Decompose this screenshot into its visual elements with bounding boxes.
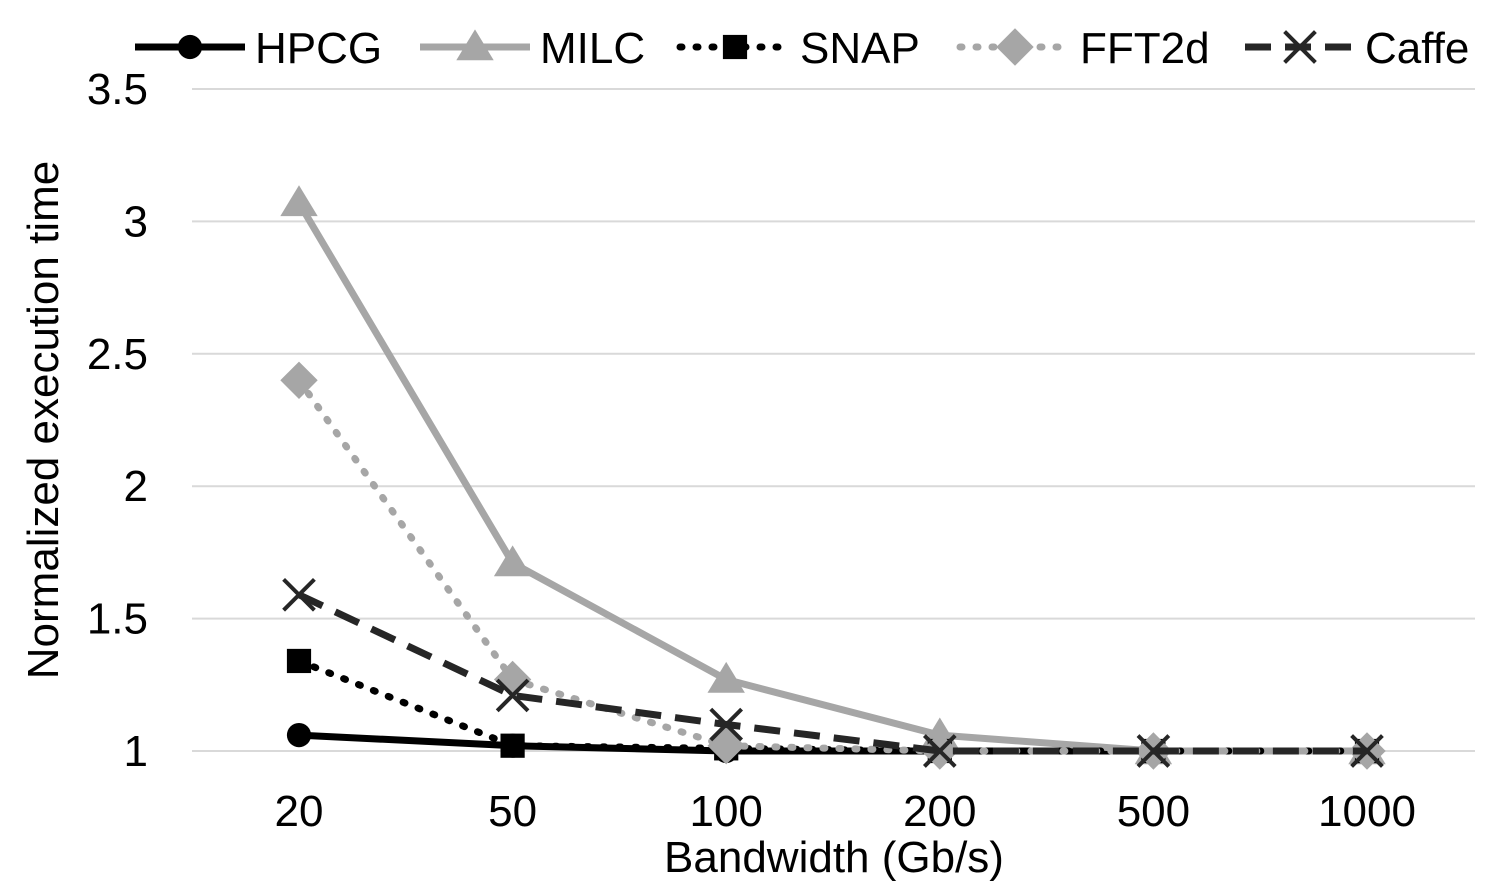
data-point-fft2d bbox=[280, 361, 318, 399]
y-axis: 1 1.5 2 2.5 3 3.5 bbox=[87, 65, 148, 776]
legend-label: FFT2d bbox=[1080, 24, 1210, 73]
legend-label: HPCG bbox=[255, 24, 382, 73]
legend: HPCG MILC SNAP FFT2d Caffe bbox=[135, 24, 1469, 73]
data-point-caffe bbox=[1350, 734, 1384, 768]
x-tick-label: 50 bbox=[488, 787, 537, 836]
series-line-fft2d bbox=[295, 376, 1371, 755]
y-tick-label: 2 bbox=[124, 462, 148, 511]
data-point-caffe bbox=[282, 577, 316, 612]
legend-label: Caffe bbox=[1365, 24, 1469, 73]
gridlines bbox=[192, 88, 1475, 752]
legend-marker bbox=[456, 29, 494, 61]
data-point-fft2d bbox=[707, 727, 745, 765]
data-point-snap bbox=[500, 733, 525, 758]
legend-item-snap: SNAP bbox=[676, 24, 920, 73]
x-tick-label: 20 bbox=[275, 787, 324, 836]
y-tick-label: 1 bbox=[124, 727, 148, 776]
y-tick-label: 1.5 bbox=[87, 595, 148, 644]
legend-item-fft2d: FFT2d bbox=[956, 24, 1210, 73]
series-milc bbox=[280, 185, 1386, 765]
legend-marker bbox=[1283, 30, 1317, 64]
data-point-caffe bbox=[495, 678, 530, 713]
x-tick-label: 1000 bbox=[1318, 787, 1416, 836]
series-caffe bbox=[282, 577, 1384, 768]
data-point-caffe bbox=[922, 734, 957, 768]
data-point-hpcg bbox=[286, 723, 312, 748]
legend-item-hpcg: HPCG bbox=[135, 24, 382, 73]
data-point-milc bbox=[280, 185, 318, 217]
data-point-milc bbox=[493, 545, 532, 577]
plot-area bbox=[280, 185, 1386, 770]
data-point-snap bbox=[286, 648, 312, 674]
legend-item-milc: MILC bbox=[420, 24, 645, 73]
y-tick-label: 3 bbox=[124, 197, 148, 246]
legend-item-caffe: Caffe bbox=[1245, 24, 1469, 73]
y-tick-label: 3.5 bbox=[87, 65, 148, 114]
x-axis: 20 50 100 200 500 1000 bbox=[275, 787, 1416, 836]
x-tick-label: 500 bbox=[1117, 787, 1190, 836]
legend-marker bbox=[996, 28, 1034, 66]
data-point-caffe bbox=[709, 707, 744, 742]
data-point-milc bbox=[707, 661, 745, 693]
legend-label: MILC bbox=[540, 24, 645, 73]
legend-label: SNAP bbox=[800, 24, 920, 73]
series-hpcg bbox=[286, 723, 1380, 764]
x-tick-label: 100 bbox=[689, 787, 762, 836]
y-axis-title: Normalized execution time bbox=[19, 161, 68, 679]
legend-marker bbox=[177, 34, 203, 60]
legend-marker bbox=[722, 34, 748, 60]
y-tick-label: 2.5 bbox=[87, 330, 148, 379]
x-axis-title: Bandwidth (Gb/s) bbox=[664, 833, 1004, 882]
data-point-caffe bbox=[1136, 734, 1171, 768]
x-tick-label: 200 bbox=[903, 787, 976, 836]
series-line-snap bbox=[295, 657, 1371, 755]
